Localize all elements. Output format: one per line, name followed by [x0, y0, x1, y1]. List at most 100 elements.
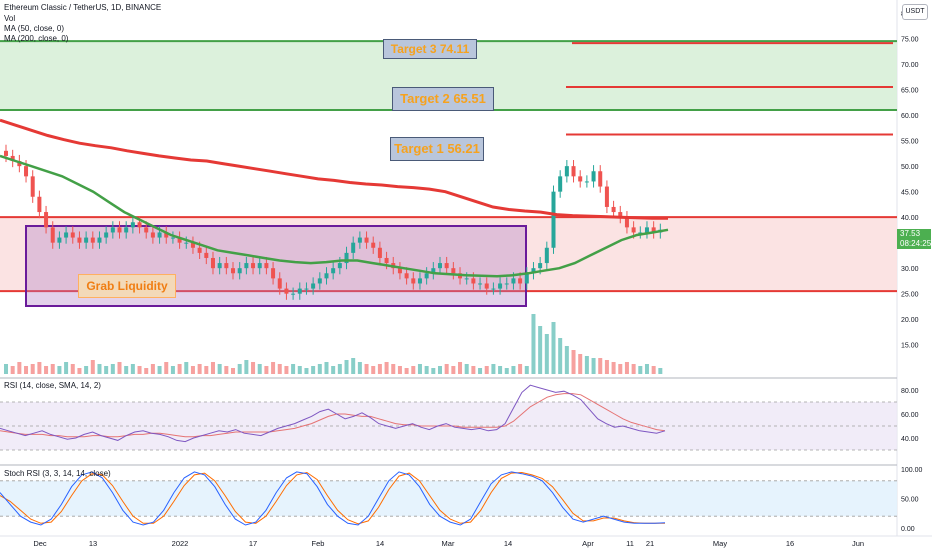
time-tick: 17	[249, 539, 257, 548]
candle-body	[144, 227, 149, 233]
ma50-legend[interactable]: MA (50, close, 0)	[4, 24, 65, 33]
volume-bar	[564, 346, 569, 374]
volume-bar	[10, 366, 15, 374]
candle-body	[130, 222, 135, 228]
price-tick: 45.00	[901, 190, 919, 197]
candle-body	[17, 161, 22, 167]
candle-body	[598, 171, 603, 187]
last-price-tag: 37.53	[897, 229, 931, 239]
candle-body	[44, 212, 49, 228]
price-tick: 40.00	[901, 215, 919, 222]
volume-bar	[257, 364, 262, 374]
candle-body	[264, 263, 269, 269]
candle-body	[50, 227, 55, 243]
stoch-tick: 0.00	[901, 526, 915, 533]
ma50-line	[0, 154, 669, 278]
candle-body	[371, 242, 376, 248]
candle-body	[451, 268, 456, 274]
candle-body	[304, 288, 309, 290]
time-tick: Feb	[312, 539, 325, 548]
volume-bar	[384, 362, 389, 374]
stoch-tick: 100.00	[901, 467, 923, 474]
volume-bar	[317, 364, 322, 374]
volume-bar	[284, 366, 289, 374]
volume-bar	[491, 364, 496, 374]
volume-bar	[538, 326, 543, 374]
candle-body	[170, 237, 175, 239]
volume-bar	[110, 364, 115, 374]
candle-body	[384, 257, 389, 264]
time-tick: 16	[786, 539, 794, 548]
candle-body	[651, 227, 656, 233]
candle-body	[77, 237, 82, 243]
time-tick: 21	[646, 539, 654, 548]
candle-body	[364, 237, 369, 243]
candle-body	[197, 247, 202, 253]
volume-bar	[44, 366, 49, 374]
candle-body	[484, 283, 489, 289]
volume-bar	[511, 366, 516, 374]
candle-body	[4, 150, 9, 156]
candle-body	[324, 273, 329, 279]
candle-body	[84, 237, 89, 243]
candle-body	[37, 196, 42, 213]
grab-liquidity-label: Grab Liquidity	[78, 274, 176, 298]
volume-bar	[57, 366, 62, 374]
volume-bar	[117, 362, 122, 374]
volume-bar	[164, 362, 169, 374]
volume-bar	[277, 364, 282, 374]
volume-bar	[584, 356, 589, 374]
rsi-label[interactable]: RSI (14, close, SMA, 14, 2)	[4, 381, 101, 390]
volume-bar	[644, 364, 649, 374]
volume-bar	[104, 366, 109, 374]
stoch-rsi-label[interactable]: Stoch RSI (3, 3, 14, 14, close)	[4, 469, 111, 478]
volume-bar	[351, 358, 356, 374]
time-tick: Mar	[442, 539, 455, 548]
currency-badge[interactable]: USDT	[902, 4, 928, 20]
vol-legend[interactable]: Vol	[4, 14, 16, 23]
volume-bar	[618, 364, 623, 374]
candle-body	[611, 206, 616, 213]
volume-bar	[210, 362, 215, 374]
candle-body	[464, 278, 469, 280]
candle-body	[237, 268, 242, 274]
candle-body	[491, 288, 496, 290]
price-tick: 50.00	[901, 164, 919, 171]
volume-bar	[344, 360, 349, 374]
candle-body	[231, 268, 236, 274]
rsi-line	[0, 384, 666, 443]
candle-body	[24, 166, 29, 177]
candle-body	[210, 257, 215, 269]
stoch-d-line	[0, 471, 665, 525]
volume-bar	[130, 364, 135, 374]
candle-body	[204, 252, 209, 258]
candle-body	[117, 227, 122, 233]
price-tick: 75.00	[901, 37, 919, 44]
candle-body	[344, 252, 349, 264]
candle-body	[224, 263, 229, 269]
volume-bar	[4, 364, 9, 374]
volume-bar	[17, 362, 22, 374]
target1-label: Target 1 56.21	[390, 137, 484, 161]
candle-body	[511, 278, 516, 284]
candle-body	[271, 268, 276, 279]
candle-body	[177, 237, 182, 243]
stoch-k-line	[0, 471, 666, 526]
candle-body	[150, 232, 155, 238]
rsi-tick: 60.00	[901, 412, 919, 419]
time-tick: 2022	[172, 539, 189, 548]
symbol-title[interactable]: Ethereum Classic / TetherUS, 1D, BINANCE	[4, 3, 162, 12]
volume-bar	[291, 364, 296, 374]
ma200-legend[interactable]: MA (200, close, 0)	[4, 34, 69, 43]
candle-body	[277, 278, 282, 289]
volume-bar	[411, 366, 416, 374]
candle-body	[591, 171, 596, 182]
candle-body	[538, 263, 543, 269]
volume-bar	[651, 366, 656, 374]
candle-body	[578, 176, 583, 182]
time-tick: May	[713, 539, 727, 548]
volume-bar	[611, 362, 616, 374]
target2-label: Target 2 65.51	[392, 87, 494, 111]
volume-bar	[624, 362, 629, 374]
price-tick: 20.00	[901, 317, 919, 324]
